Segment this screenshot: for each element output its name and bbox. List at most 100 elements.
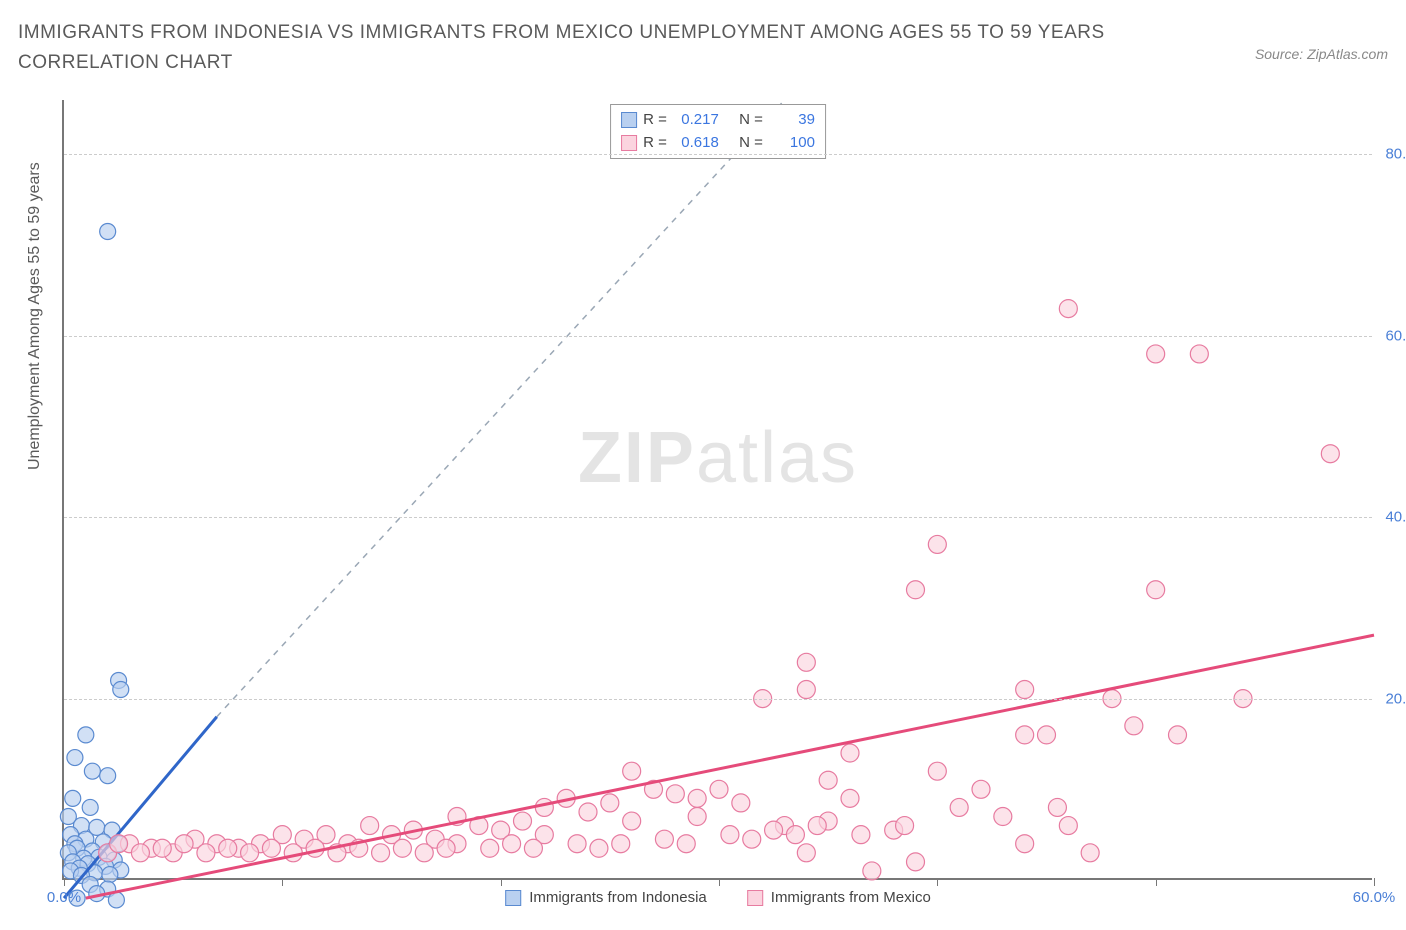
data-point: [110, 835, 128, 853]
data-point: [1125, 717, 1143, 735]
data-point: [612, 835, 630, 853]
ytick-label: 60.0%: [1378, 327, 1406, 344]
legend-swatch: [747, 890, 763, 906]
legend-bottom: Immigrants from Indonesia Immigrants from…: [505, 889, 931, 906]
data-point: [743, 830, 761, 848]
data-point: [1016, 681, 1034, 699]
legend-swatch: [505, 890, 521, 906]
data-point: [765, 821, 783, 839]
ytick-label: 20.0%: [1378, 690, 1406, 707]
stats-row: R = 0.618 N = 100: [621, 132, 815, 155]
xtick-label: 0.0%: [47, 889, 81, 906]
data-point: [131, 844, 149, 862]
data-point: [655, 830, 673, 848]
data-point: [1016, 726, 1034, 744]
stat-r-label: R =: [643, 109, 667, 132]
legend-item: Immigrants from Indonesia: [505, 889, 707, 906]
y-axis-label: Unemployment Among Ages 55 to 59 years: [26, 162, 44, 470]
data-point: [1190, 345, 1208, 363]
data-point: [241, 844, 259, 862]
data-point: [481, 839, 499, 857]
data-point: [65, 790, 81, 806]
plot-svg: [64, 100, 1372, 878]
chart-title: IMMIGRANTS FROM INDONESIA VS IMMIGRANTS …: [18, 18, 1138, 79]
xtick: [1156, 878, 1157, 886]
data-point: [972, 780, 990, 798]
data-point: [219, 839, 237, 857]
data-point: [896, 817, 914, 835]
data-point: [415, 844, 433, 862]
data-point: [732, 794, 750, 812]
xtick: [719, 878, 720, 886]
data-point: [361, 817, 379, 835]
gridline-h: [64, 517, 1372, 518]
legend-label: Immigrants from Indonesia: [529, 889, 707, 906]
source-label: Source: ZipAtlas.com: [1255, 46, 1388, 62]
stat-n-label: N =: [739, 132, 763, 155]
xtick: [282, 878, 283, 886]
xtick: [937, 878, 938, 886]
data-point: [907, 581, 925, 599]
data-point: [928, 535, 946, 553]
data-point: [197, 844, 215, 862]
trend-line: [86, 635, 1374, 898]
data-point: [797, 653, 815, 671]
data-point: [994, 808, 1012, 826]
data-point: [175, 835, 193, 853]
data-point: [503, 835, 521, 853]
data-point: [1016, 835, 1034, 853]
data-point: [852, 826, 870, 844]
data-point: [950, 798, 968, 816]
header-row: IMMIGRANTS FROM INDONESIA VS IMMIGRANTS …: [18, 18, 1388, 79]
stat-n-value: 100: [769, 132, 815, 155]
stat-n-label: N =: [739, 109, 763, 132]
data-point: [710, 780, 728, 798]
data-point: [524, 839, 542, 857]
data-point: [623, 762, 641, 780]
data-point: [100, 224, 116, 240]
data-point: [262, 839, 280, 857]
data-point: [514, 812, 532, 830]
stat-r-label: R =: [643, 132, 667, 155]
data-point: [688, 789, 706, 807]
stat-n-value: 39: [769, 109, 815, 132]
legend-label: Immigrants from Mexico: [771, 889, 931, 906]
data-point: [84, 763, 100, 779]
data-point: [372, 844, 390, 862]
xtick: [1374, 878, 1375, 886]
data-point: [284, 844, 302, 862]
gridline-h: [64, 336, 1372, 337]
data-point: [1059, 300, 1077, 318]
data-point: [67, 750, 83, 766]
data-point: [786, 826, 804, 844]
ytick-label: 40.0%: [1378, 509, 1406, 526]
data-point: [113, 682, 129, 698]
gridline-h: [64, 699, 1372, 700]
data-point: [623, 812, 641, 830]
data-point: [568, 835, 586, 853]
data-point: [928, 762, 946, 780]
legend-item: Immigrants from Mexico: [747, 889, 931, 906]
data-point: [1147, 581, 1165, 599]
legend-swatch: [621, 135, 637, 151]
xtick: [501, 878, 502, 886]
data-point: [590, 839, 608, 857]
data-point: [1321, 445, 1339, 463]
data-point: [688, 808, 706, 826]
data-point: [666, 785, 684, 803]
data-point: [1048, 798, 1066, 816]
data-point: [808, 817, 826, 835]
data-point: [601, 794, 619, 812]
stats-row: R = 0.217 N = 39: [621, 109, 815, 132]
stat-r-value: 0.618: [673, 132, 719, 155]
stat-r-value: 0.217: [673, 109, 719, 132]
data-point: [100, 768, 116, 784]
stats-box: R = 0.217 N = 39 R = 0.618 N = 100: [610, 104, 826, 159]
data-point: [1147, 345, 1165, 363]
data-point: [306, 839, 324, 857]
data-point: [82, 799, 98, 815]
data-point: [1038, 726, 1056, 744]
legend-swatch: [621, 112, 637, 128]
trend-line-dashed: [217, 100, 785, 717]
data-point: [535, 798, 553, 816]
